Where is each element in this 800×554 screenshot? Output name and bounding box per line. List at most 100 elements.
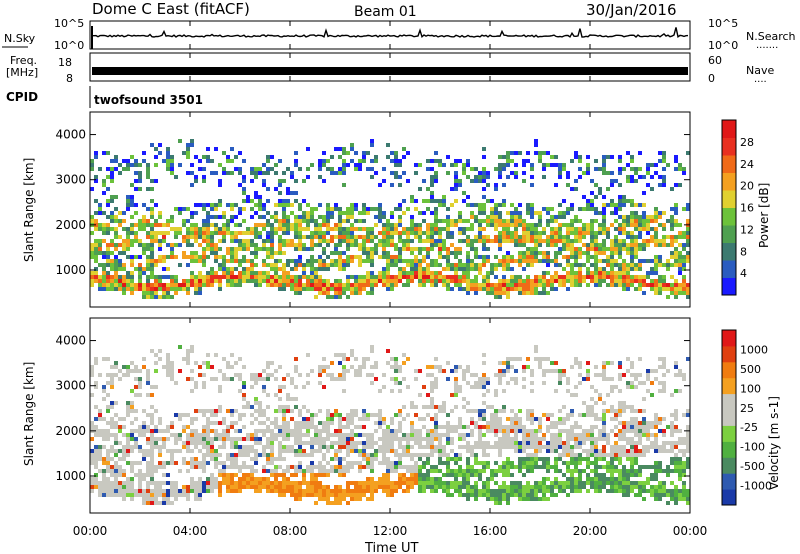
power-cell	[230, 279, 234, 283]
velocity-cell	[478, 469, 482, 473]
power-cell	[470, 215, 474, 219]
power-cell	[478, 267, 482, 271]
power-cell	[186, 171, 190, 175]
velocity-cell	[194, 445, 198, 449]
power-cell	[334, 171, 338, 175]
velocity-cell	[458, 473, 462, 477]
power-cell	[346, 227, 350, 231]
velocity-cell	[258, 377, 262, 381]
power-cell	[486, 235, 490, 239]
power-cell	[134, 283, 138, 287]
power-cell	[186, 207, 190, 211]
power-cell	[350, 243, 354, 247]
power-cell	[158, 211, 162, 215]
velocity-cell	[286, 393, 290, 397]
power-cell	[210, 243, 214, 247]
power-cell	[434, 223, 438, 227]
velocity-cell	[314, 465, 318, 469]
power-cell	[254, 263, 258, 267]
power-cell	[454, 283, 458, 287]
power-cell	[454, 223, 458, 227]
velocity-cell	[270, 453, 274, 457]
power-cell	[678, 263, 682, 267]
power-cell	[454, 275, 458, 279]
power-cell	[598, 271, 602, 275]
power-cell	[214, 243, 218, 247]
power-cell	[534, 291, 538, 295]
velocity-cell	[470, 473, 474, 477]
power-cell	[366, 255, 370, 259]
velocity-cell	[194, 441, 198, 445]
nave-tick-top: 60	[708, 54, 722, 67]
velocity-cell	[186, 349, 190, 353]
power-cell	[474, 219, 478, 223]
power-cell	[370, 271, 374, 275]
velocity-cell	[330, 441, 334, 445]
power-cell	[206, 203, 210, 207]
power-cell	[562, 239, 566, 243]
velocity-cell	[258, 453, 262, 457]
velocity-cell	[334, 353, 338, 357]
velocity-cell	[270, 481, 274, 485]
power-cell	[514, 283, 518, 287]
power-cell	[506, 159, 510, 163]
power-cell	[466, 219, 470, 223]
power-cell	[538, 243, 542, 247]
power-cell	[506, 263, 510, 267]
power-cell	[450, 163, 454, 167]
velocity-cell	[450, 393, 454, 397]
power-cell	[602, 271, 606, 275]
velocity-cell	[294, 489, 298, 493]
velocity-cell	[466, 425, 470, 429]
velocity-cell	[130, 433, 134, 437]
velocity-cell	[390, 437, 394, 441]
power-cell	[130, 183, 134, 187]
velocity-cell	[366, 417, 370, 421]
velocity-cell	[474, 485, 478, 489]
power-cell	[98, 207, 102, 211]
power-cell	[518, 151, 522, 155]
power-cell	[134, 223, 138, 227]
velocity-cell	[262, 477, 266, 481]
power-cell	[678, 291, 682, 295]
power-cell	[354, 279, 358, 283]
power-cell	[506, 287, 510, 291]
velocity-cell	[534, 485, 538, 489]
velocity-cell	[122, 485, 126, 489]
power-cell	[274, 279, 278, 283]
velocity-cell	[90, 425, 94, 429]
power-cell	[630, 251, 634, 255]
power-cell	[342, 251, 346, 255]
velocity-cell	[370, 493, 374, 497]
power-cell	[342, 267, 346, 271]
velocity-cell	[246, 477, 250, 481]
power-cell	[262, 223, 266, 227]
velocity-cell	[454, 461, 458, 465]
velocity-cell	[362, 417, 366, 421]
velocity-cell	[490, 493, 494, 497]
power-cell	[106, 271, 110, 275]
velocity-cell	[266, 445, 270, 449]
power-cell	[626, 279, 630, 283]
velocity-cell	[510, 445, 514, 449]
power-cell	[618, 167, 622, 171]
power-cell	[550, 207, 554, 211]
velocity-cell	[110, 469, 114, 473]
velocity-cell	[206, 421, 210, 425]
power-cell	[362, 275, 366, 279]
power-cell	[254, 175, 258, 179]
power-cell	[102, 251, 106, 255]
velocity-cell	[302, 421, 306, 425]
power-cell	[646, 167, 650, 171]
power-cell	[146, 267, 150, 271]
power-cell	[678, 287, 682, 291]
velocity-cell	[282, 425, 286, 429]
velocity-cell	[318, 429, 322, 433]
power-cell	[198, 259, 202, 263]
power-cell	[286, 219, 290, 223]
power-cell	[654, 243, 658, 247]
power-cell	[422, 283, 426, 287]
power-cell	[442, 267, 446, 271]
power-cell	[566, 271, 570, 275]
power-cell	[554, 243, 558, 247]
